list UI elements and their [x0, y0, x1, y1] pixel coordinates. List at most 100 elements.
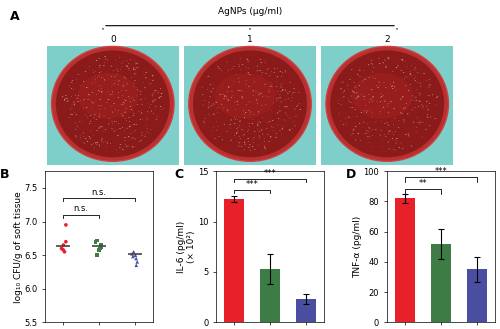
Ellipse shape — [238, 136, 240, 137]
Ellipse shape — [437, 96, 438, 97]
Ellipse shape — [101, 91, 102, 92]
Ellipse shape — [375, 78, 376, 79]
Ellipse shape — [372, 101, 373, 102]
Ellipse shape — [294, 108, 295, 109]
Ellipse shape — [370, 89, 372, 90]
Ellipse shape — [237, 130, 238, 131]
Point — [130, 249, 138, 254]
Ellipse shape — [98, 105, 100, 106]
Text: ***: *** — [264, 169, 276, 178]
Ellipse shape — [135, 130, 136, 131]
Point — [59, 247, 67, 252]
Ellipse shape — [248, 61, 249, 62]
Ellipse shape — [150, 129, 151, 130]
Ellipse shape — [74, 112, 76, 113]
Ellipse shape — [280, 71, 281, 72]
Ellipse shape — [93, 70, 94, 71]
Ellipse shape — [250, 150, 251, 151]
Ellipse shape — [218, 68, 220, 69]
Ellipse shape — [106, 102, 108, 103]
Ellipse shape — [272, 120, 274, 121]
Ellipse shape — [119, 147, 120, 148]
Ellipse shape — [133, 99, 134, 100]
Ellipse shape — [252, 146, 254, 147]
Ellipse shape — [67, 101, 68, 102]
Ellipse shape — [232, 68, 233, 69]
Ellipse shape — [152, 75, 154, 76]
Ellipse shape — [123, 102, 124, 103]
Ellipse shape — [228, 100, 229, 101]
Ellipse shape — [234, 123, 235, 124]
Ellipse shape — [436, 97, 438, 98]
Ellipse shape — [118, 92, 119, 93]
Ellipse shape — [239, 125, 240, 126]
Ellipse shape — [276, 81, 278, 82]
Ellipse shape — [414, 69, 415, 70]
Point — [60, 249, 68, 254]
Ellipse shape — [402, 113, 403, 114]
Ellipse shape — [354, 109, 356, 110]
Ellipse shape — [224, 96, 226, 97]
Ellipse shape — [88, 136, 90, 137]
Ellipse shape — [246, 139, 248, 140]
Text: AgNPs (μg/ml): AgNPs (μg/ml) — [218, 7, 282, 15]
Ellipse shape — [138, 111, 140, 112]
Ellipse shape — [258, 121, 260, 122]
Ellipse shape — [236, 101, 238, 102]
Ellipse shape — [417, 82, 418, 83]
Ellipse shape — [282, 89, 284, 90]
Ellipse shape — [240, 138, 241, 139]
Ellipse shape — [330, 50, 444, 157]
Ellipse shape — [214, 138, 216, 139]
Ellipse shape — [233, 81, 234, 82]
Ellipse shape — [264, 147, 266, 148]
Ellipse shape — [411, 65, 412, 66]
Bar — [431, 244, 451, 322]
Ellipse shape — [256, 70, 258, 71]
Point — [95, 247, 103, 252]
Ellipse shape — [286, 106, 288, 107]
Ellipse shape — [248, 72, 249, 73]
Ellipse shape — [278, 118, 279, 119]
Ellipse shape — [393, 149, 394, 150]
Ellipse shape — [393, 82, 394, 83]
Ellipse shape — [62, 96, 63, 97]
Ellipse shape — [248, 138, 249, 139]
Ellipse shape — [111, 76, 112, 77]
Ellipse shape — [85, 138, 86, 139]
Ellipse shape — [388, 93, 389, 94]
Ellipse shape — [239, 142, 240, 143]
Ellipse shape — [416, 100, 417, 101]
Ellipse shape — [96, 94, 97, 95]
Point — [129, 254, 137, 259]
Ellipse shape — [428, 79, 430, 80]
Ellipse shape — [78, 101, 79, 102]
Ellipse shape — [354, 92, 355, 93]
Ellipse shape — [270, 136, 272, 137]
Ellipse shape — [86, 87, 88, 88]
Ellipse shape — [52, 46, 174, 161]
Ellipse shape — [122, 104, 124, 105]
Ellipse shape — [245, 112, 246, 113]
Ellipse shape — [114, 76, 116, 77]
Ellipse shape — [419, 95, 420, 96]
Ellipse shape — [345, 118, 346, 119]
Ellipse shape — [258, 131, 260, 132]
Ellipse shape — [84, 99, 85, 100]
Ellipse shape — [99, 72, 100, 73]
Ellipse shape — [135, 63, 136, 64]
Ellipse shape — [101, 77, 102, 78]
Y-axis label: log₁₀ CFU/g of soft tissue: log₁₀ CFU/g of soft tissue — [14, 191, 22, 303]
Ellipse shape — [388, 112, 389, 113]
Ellipse shape — [396, 138, 398, 139]
Ellipse shape — [262, 72, 263, 73]
Ellipse shape — [103, 65, 104, 66]
Ellipse shape — [381, 96, 382, 97]
Text: A: A — [10, 10, 20, 23]
Ellipse shape — [282, 128, 283, 129]
Bar — [260, 269, 280, 322]
Ellipse shape — [133, 68, 134, 69]
Ellipse shape — [90, 115, 92, 116]
Ellipse shape — [276, 98, 278, 99]
Ellipse shape — [360, 140, 361, 141]
